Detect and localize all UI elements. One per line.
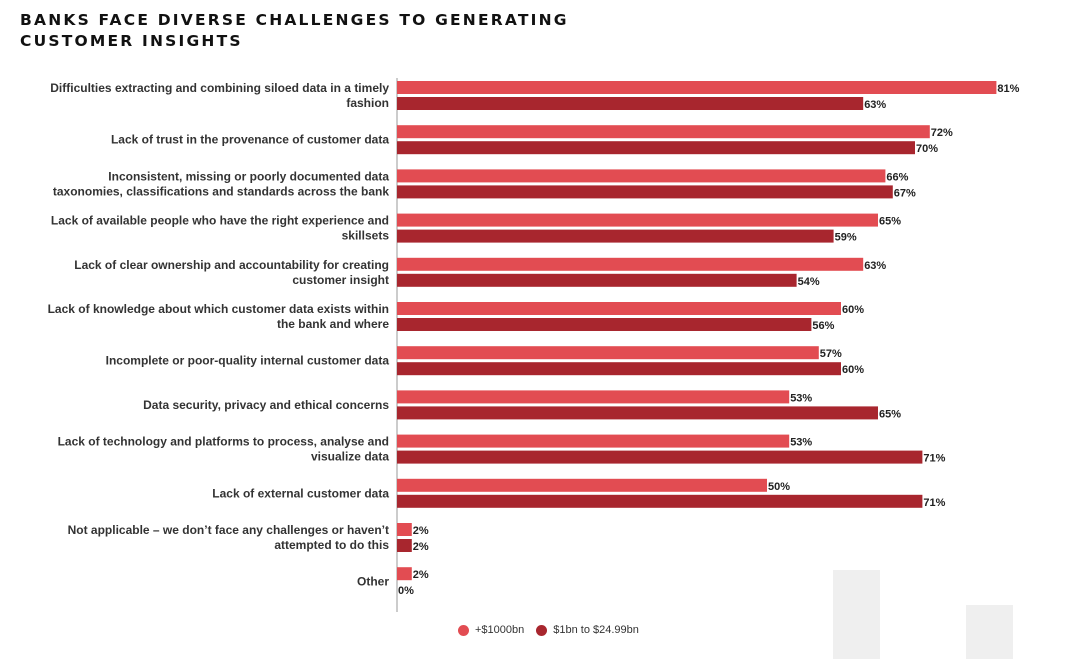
category-label: fashion bbox=[346, 96, 389, 110]
data-label: 53% bbox=[790, 437, 812, 449]
category-label: Data security, privacy and ethical conce… bbox=[143, 398, 389, 412]
bar-series2 bbox=[397, 450, 923, 464]
bar-series2 bbox=[397, 494, 923, 508]
data-label: 63% bbox=[864, 99, 886, 111]
data-label: 81% bbox=[997, 83, 1019, 95]
data-label: 71% bbox=[923, 453, 945, 465]
decorative-block-right bbox=[966, 605, 1013, 659]
legend-swatch-series2 bbox=[536, 624, 548, 636]
bar-series2 bbox=[397, 318, 812, 331]
data-label: 53% bbox=[790, 392, 812, 404]
category-label: Lack of trust in the provenance of custo… bbox=[111, 133, 389, 147]
bar-series1 bbox=[397, 125, 930, 139]
data-label: 2% bbox=[413, 525, 429, 537]
category-label: Lack of available people who have the ri… bbox=[51, 214, 389, 228]
data-label: 57% bbox=[820, 348, 842, 360]
bar-series1 bbox=[397, 257, 864, 271]
bar-series1 bbox=[397, 567, 412, 581]
category-label: Lack of technology and platforms to proc… bbox=[58, 435, 389, 449]
bar-series2 bbox=[397, 273, 797, 287]
category-label: skillsets bbox=[342, 229, 390, 243]
decorative-block-left bbox=[833, 570, 880, 659]
category-label: Lack of external customer data bbox=[212, 486, 389, 500]
bar-series1 bbox=[397, 523, 412, 536]
data-label: 59% bbox=[835, 232, 857, 244]
data-label: 50% bbox=[768, 481, 790, 493]
data-label: 67% bbox=[894, 187, 916, 199]
bar-series2 bbox=[397, 141, 915, 155]
bar-series2 bbox=[397, 539, 412, 552]
legend-label-series1: +$1000bn bbox=[475, 624, 525, 636]
legend-swatch-series1 bbox=[458, 624, 469, 636]
legend: +$1000bn $1bn to $24.99bn bbox=[458, 624, 639, 636]
category-label: Not applicable – we don’t face any chall… bbox=[68, 523, 389, 537]
category-label: attempted to do this bbox=[274, 538, 389, 552]
data-label: 0% bbox=[398, 585, 414, 597]
bar-series2 bbox=[397, 406, 878, 420]
data-label: 71% bbox=[923, 497, 945, 509]
category-label: Inconsistent, missing or poorly document… bbox=[108, 169, 389, 183]
bar-series1 bbox=[397, 390, 790, 404]
bar-series2 bbox=[397, 185, 893, 199]
data-label: 65% bbox=[879, 216, 901, 228]
data-label: 66% bbox=[886, 171, 908, 183]
category-label: Difficulties extracting and combining si… bbox=[50, 81, 389, 95]
bar-series2 bbox=[397, 362, 841, 376]
bar-series2 bbox=[397, 229, 834, 243]
category-label: Lack of clear ownership and accountabili… bbox=[74, 258, 389, 272]
bar-series1 bbox=[397, 81, 997, 94]
bar-series1 bbox=[397, 346, 819, 360]
data-label: 56% bbox=[812, 320, 834, 332]
data-label: 60% bbox=[842, 364, 864, 376]
data-label: 2% bbox=[413, 541, 429, 553]
category-label: Incomplete or poor-quality internal cust… bbox=[106, 354, 390, 368]
data-label: 70% bbox=[916, 143, 938, 155]
bar-series1 bbox=[397, 213, 878, 227]
bar-series2 bbox=[397, 97, 864, 110]
chart-title: BANKS FACE DIVERSE CHALLENGES TO GENERAT… bbox=[20, 11, 569, 50]
bar-series1 bbox=[397, 302, 841, 315]
category-label: visualize data bbox=[311, 450, 389, 464]
data-label: 2% bbox=[413, 569, 429, 581]
legend-label-series2: $1bn to $24.99bn bbox=[553, 624, 639, 636]
data-label: 63% bbox=[864, 260, 886, 272]
category-label: Lack of knowledge about which customer d… bbox=[48, 302, 389, 316]
category-label: Other bbox=[357, 575, 389, 589]
bar-series1 bbox=[397, 169, 886, 183]
bar-series1 bbox=[397, 434, 790, 448]
data-label: 72% bbox=[931, 127, 953, 139]
data-label: 54% bbox=[798, 276, 820, 288]
bar-series1 bbox=[397, 478, 767, 492]
category-label: the bank and where bbox=[277, 317, 389, 331]
legend-item-series1: +$1000bn bbox=[458, 624, 524, 636]
category-label: taxonomies, classifications and standard… bbox=[53, 184, 389, 198]
data-label: 60% bbox=[842, 304, 864, 316]
data-label: 65% bbox=[879, 408, 901, 420]
legend-item-series2: $1bn to $24.99bn bbox=[536, 624, 639, 636]
category-label: customer insight bbox=[292, 273, 389, 287]
